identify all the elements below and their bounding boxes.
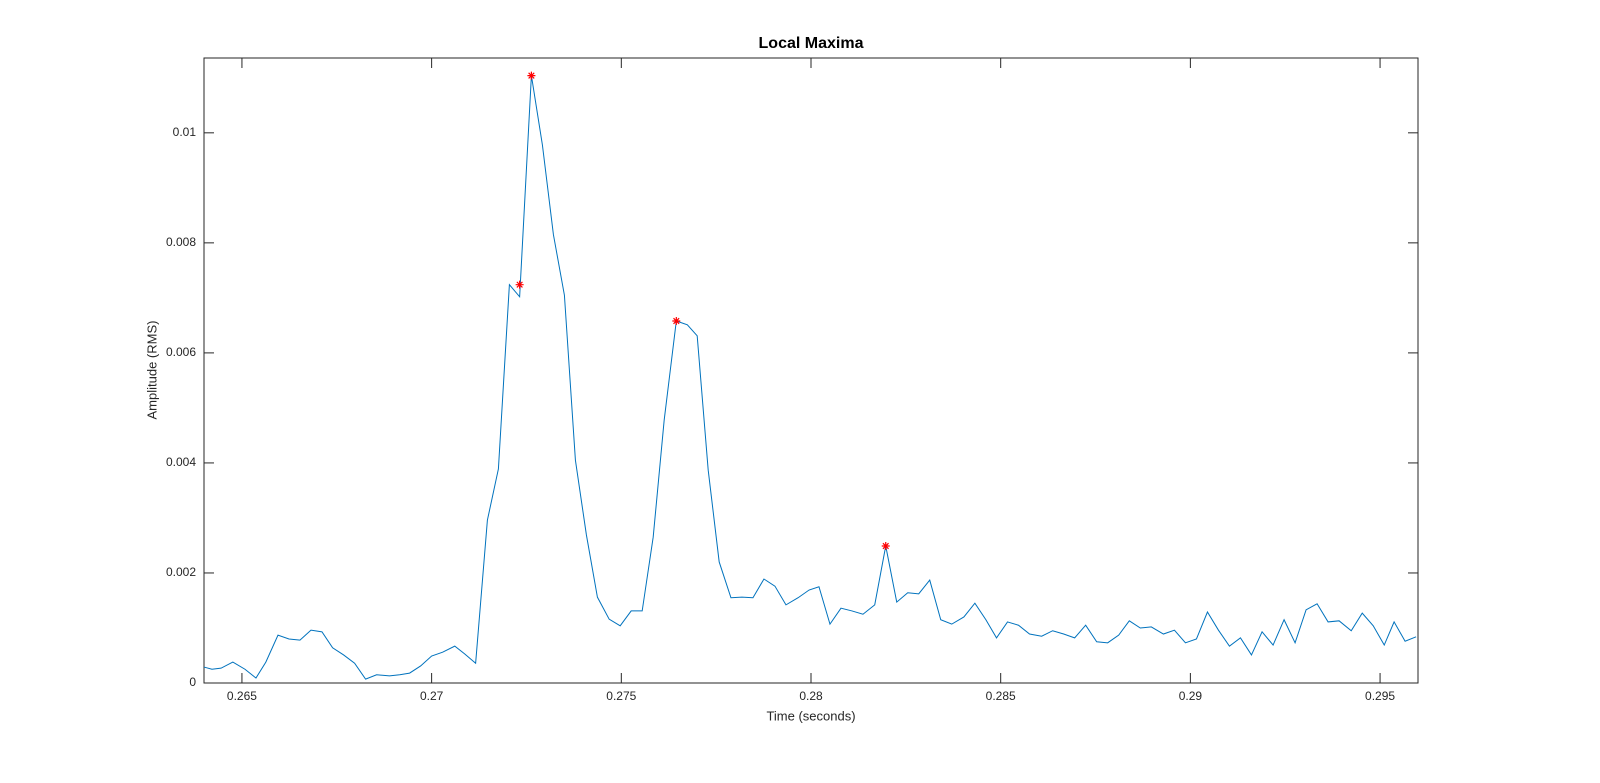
x-tick-label: 0.27 xyxy=(420,689,444,703)
y-axis-label: Amplitude (RMS) xyxy=(144,321,159,420)
y-tick-label: 0.01 xyxy=(173,125,197,139)
x-tick-label: 0.285 xyxy=(986,689,1016,703)
x-tick-label: 0.28 xyxy=(799,689,823,703)
x-tick-label: 0.295 xyxy=(1365,689,1395,703)
y-tick-label: 0.008 xyxy=(166,235,196,249)
marker xyxy=(881,542,890,551)
x-tick-label: 0.265 xyxy=(227,689,257,703)
y-tick-label: 0.006 xyxy=(166,345,196,359)
axes-box xyxy=(203,57,1419,684)
marker xyxy=(527,71,536,80)
y-tick-label: 0.002 xyxy=(166,565,196,579)
marker xyxy=(515,280,524,289)
marker xyxy=(672,316,681,325)
x-tick-label: 0.29 xyxy=(1179,689,1203,703)
x-axis-label: Time (seconds) xyxy=(766,708,855,723)
chart-title: Local Maxima xyxy=(759,35,864,52)
data-line xyxy=(203,75,1417,680)
x-tick-label: 0.275 xyxy=(606,689,636,703)
y-tick-label: 0.004 xyxy=(166,455,196,469)
y-tick-label: 0 xyxy=(189,675,196,689)
